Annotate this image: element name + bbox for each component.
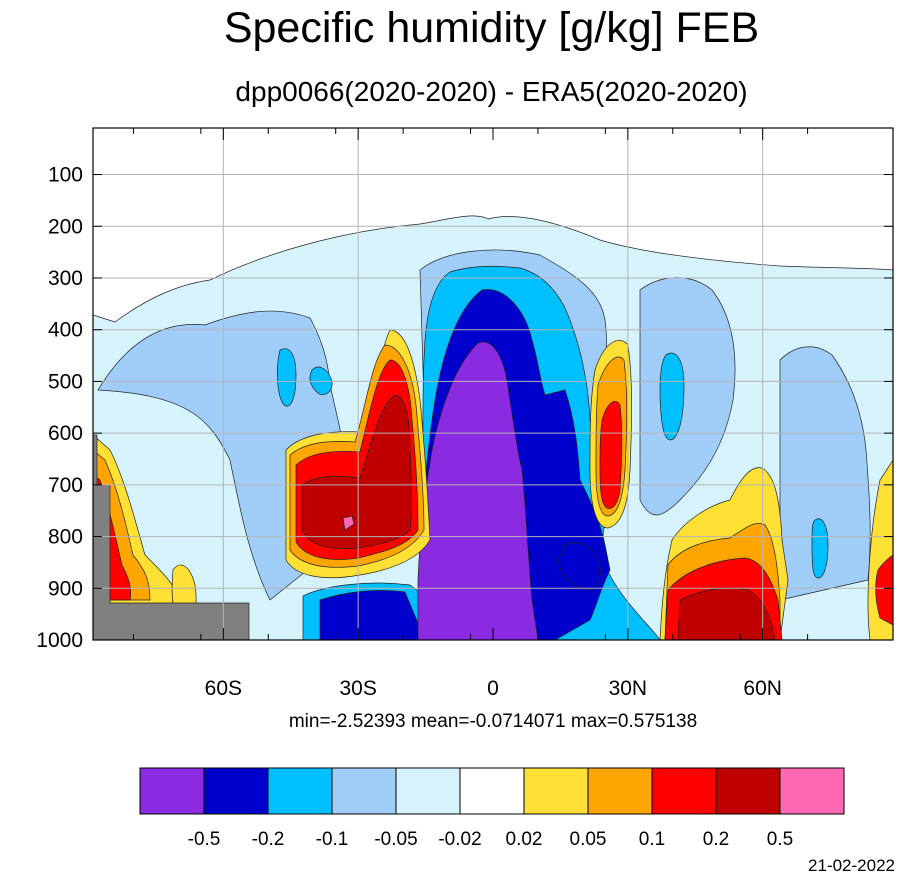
- colorbar-swatch: [651, 767, 717, 815]
- colorbar-label: 0.5: [767, 829, 793, 850]
- y-tick-label: 100: [48, 164, 83, 187]
- colorbar-swatch: [203, 767, 269, 815]
- y-tick-label: 200: [48, 215, 83, 238]
- colorbar-swatch: [139, 767, 205, 815]
- contour-region: [342, 515, 355, 531]
- chart-title: Specific humidity [g/kg] FEB: [223, 4, 760, 52]
- contour-region: [599, 401, 623, 509]
- chart-subtitle: dpp0066(2020-2020) - ERA5(2020-2020): [235, 76, 748, 107]
- x-tick-label: 30N: [609, 677, 648, 700]
- y-tick-label: 900: [48, 577, 83, 600]
- contour-region: [677, 587, 776, 640]
- colorbar-label: 0.2: [703, 829, 729, 850]
- y-tick-label: 600: [48, 422, 83, 445]
- colorbar-label: -0.02: [438, 829, 481, 850]
- colorbar-label: 0.05: [570, 829, 607, 850]
- contour-region: [659, 352, 685, 441]
- x-tick-label: 60N: [743, 677, 782, 700]
- x-tick-label: 30S: [339, 677, 376, 700]
- colorbar-swatch: [587, 767, 653, 815]
- x-tick-label: 60S: [205, 677, 242, 700]
- colorbar-label: 0.02: [506, 829, 543, 850]
- y-tick-label: 500: [48, 370, 83, 393]
- y-tick-label: 1000: [36, 629, 83, 652]
- colorbar-swatch: [331, 767, 397, 815]
- colorbar-swatch: [523, 767, 589, 815]
- colorbar-label: 0.1: [639, 829, 665, 850]
- colorbar-swatch: [395, 767, 461, 815]
- x-tick-label: 0: [487, 677, 499, 700]
- colorbar-swatch: [267, 767, 333, 815]
- contour-region: [639, 277, 736, 516]
- contour-region: [557, 542, 601, 591]
- colorbar-label: -0.05: [374, 829, 417, 850]
- contour-region: [319, 590, 426, 640]
- y-tick-label: 800: [48, 526, 83, 549]
- colorbar-label: -0.1: [316, 829, 349, 850]
- y-tick-label: 300: [48, 267, 83, 290]
- contour-region: [875, 554, 893, 626]
- colorbar-swatch: [715, 767, 781, 815]
- colorbar-label: -0.2: [252, 829, 285, 850]
- stats-label: min=-2.52393 mean=-0.0714071 max=0.57513…: [288, 711, 698, 732]
- date-label: 21-02-2022: [808, 856, 895, 875]
- colorbar-label: -0.5: [188, 829, 221, 850]
- y-tick-label: 400: [48, 319, 83, 342]
- contour-region: [277, 348, 297, 407]
- plot-area: [93, 128, 893, 640]
- contour-region: [417, 341, 539, 640]
- contour-region: [93, 434, 250, 640]
- y-tick-label: 700: [48, 474, 83, 497]
- contour-region: [811, 518, 829, 579]
- colorbar-swatch: [779, 767, 845, 815]
- colorbar-swatch: [459, 767, 525, 815]
